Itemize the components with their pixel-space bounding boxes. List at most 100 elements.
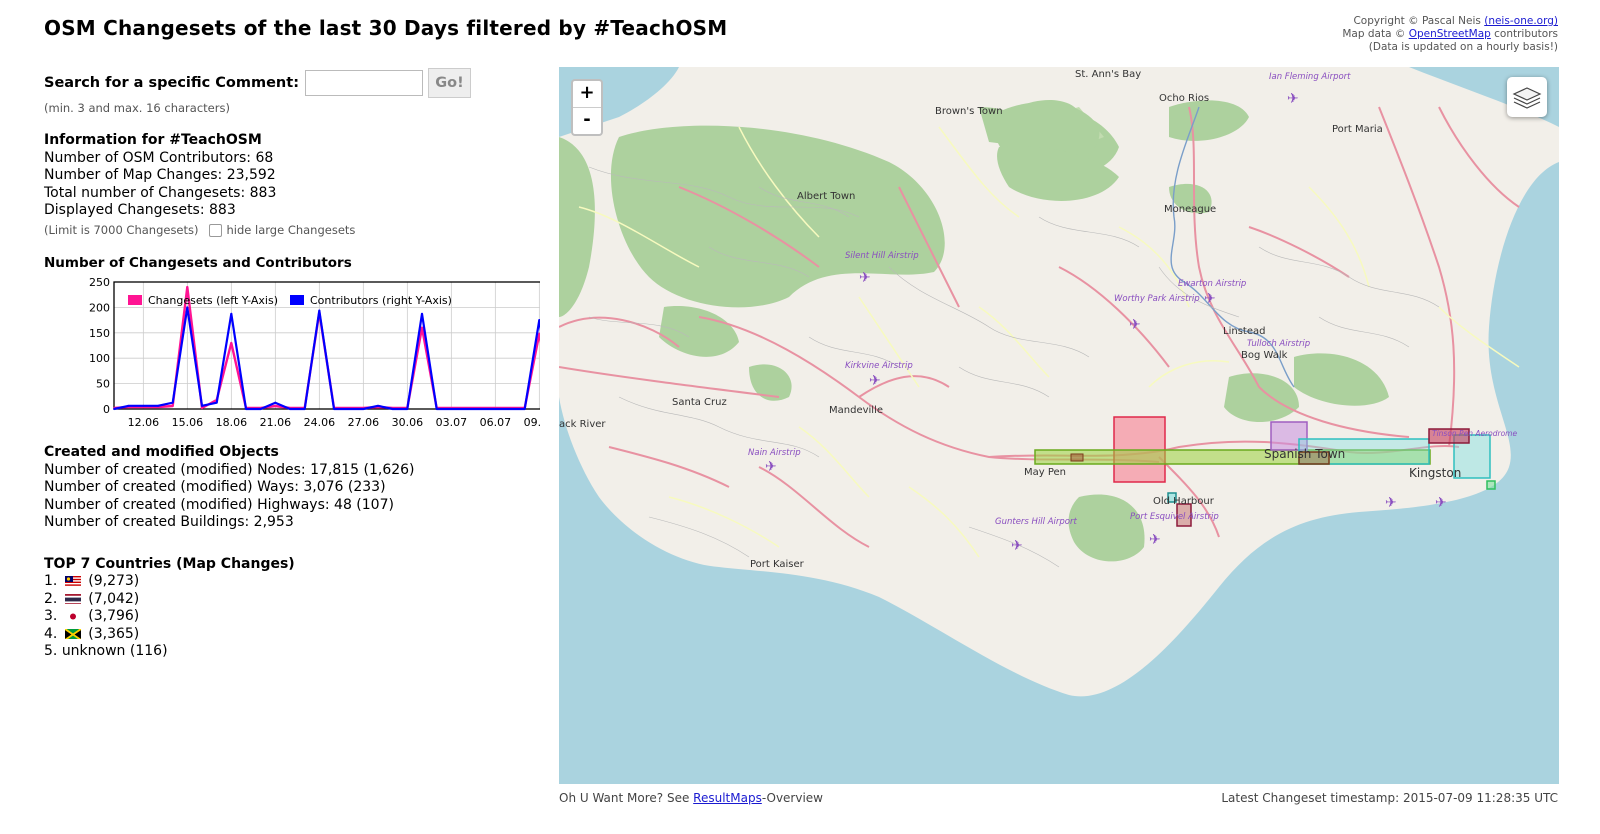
chart-legend-label: Changesets (left Y-Axis) — [148, 294, 278, 307]
chart-x-tick-label: 24.06 — [304, 416, 336, 429]
chart-x-tick-label: 21.06 — [260, 416, 292, 429]
chart-point — [186, 286, 189, 288]
chart-point — [318, 309, 321, 312]
objects-section: Created and modified Objects Number of c… — [44, 444, 415, 532]
chart-y-tick-label: 200 — [89, 301, 110, 314]
page-title: OSM Changesets of the last 30 Days filte… — [44, 16, 728, 40]
zoom-in-button[interactable]: + — [579, 82, 595, 103]
chart-point — [421, 326, 423, 329]
chart-x-tick-label: 12.06 — [128, 416, 160, 429]
chart-point — [274, 405, 277, 407]
hide-large-checkbox[interactable] — [208, 223, 222, 237]
openstreetmap-link[interactable]: OpenStreetMap — [1408, 28, 1491, 40]
latest-timestamp: Latest Changeset timestamp: 2015-07-09 1… — [1221, 791, 1558, 805]
map-label: Old Harbour — [1153, 496, 1215, 507]
zoom-control: + - — [571, 79, 603, 136]
chart-point — [347, 408, 350, 410]
chart-point — [289, 408, 291, 410]
map-label: Spanish Town — [1264, 447, 1345, 461]
chart-point — [142, 404, 145, 407]
countries-heading: TOP 7 Countries (Map Changes) — [44, 556, 295, 572]
airport-icon: ✈ — [1149, 532, 1161, 548]
neis-one-link[interactable]: (neis-one.org) — [1484, 15, 1558, 27]
credits: Copyright © Pascal Neis (neis-one.org) M… — [1342, 15, 1558, 54]
contributors-text: contributors — [1490, 28, 1558, 40]
airport-icon: ✈ — [1385, 495, 1397, 511]
map-label: Albert Town — [797, 191, 855, 202]
chart-y-tick-label: 100 — [89, 352, 110, 365]
airport-icon: ✈ — [859, 270, 871, 286]
chart-point — [377, 404, 379, 407]
map-label: Ocho Rios — [1159, 93, 1209, 104]
chart-x-tick-label: 30.06 — [392, 416, 424, 429]
copyright-text: Copyright © Pascal Neis — [1353, 15, 1485, 27]
chart-y-tick-label: 150 — [89, 327, 110, 340]
resultmaps-link[interactable]: ResultMaps — [693, 791, 762, 805]
chart-point — [113, 408, 115, 410]
airport-icon: ✈ — [1287, 91, 1299, 107]
chart-point — [391, 408, 394, 410]
ways-stat: Number of created (modified) Ways: 3,076… — [44, 479, 386, 495]
chart-point — [230, 342, 233, 344]
country-item: 1. (9,273) — [44, 573, 295, 591]
changesets-chart: 050100150200250081624324012.0615.0618.06… — [89, 276, 540, 429]
country-label: unknown — [61, 643, 126, 659]
search-comment-input[interactable] — [305, 70, 423, 96]
left-panel: Search for a specific Comment: Go! (min.… — [44, 68, 540, 659]
chart-point — [494, 408, 497, 410]
map-label: Tulloch Airstrip — [1247, 339, 1310, 349]
highways-stat: Number of created (modified) Highways: 4… — [44, 496, 394, 513]
map-label: Port Esquivel Airstrip — [1130, 512, 1219, 522]
chart-point — [465, 408, 467, 410]
layers-icon — [1512, 87, 1542, 109]
chart-point — [406, 408, 409, 410]
chart-point — [259, 408, 262, 410]
layers-button[interactable] — [1507, 77, 1547, 117]
chart-point — [421, 312, 423, 315]
map-label: Tinson Pen Aerodrome — [1432, 429, 1517, 438]
search-label: Search for a specific Comment: — [44, 75, 299, 91]
country-count: (3,796) — [88, 608, 140, 624]
chart-point — [333, 408, 335, 410]
displayed-changesets-stat: Displayed Changesets: 883 — [44, 202, 236, 218]
chart-legend-swatch — [128, 295, 142, 305]
map-label: Moneague — [1164, 204, 1216, 215]
chart-point — [171, 401, 174, 404]
map-label: Kingston — [1409, 466, 1461, 480]
country-rank: 2. — [44, 590, 58, 607]
chart-point — [523, 408, 526, 410]
map-label: Port Kaiser — [750, 559, 805, 570]
japan-flag-icon — [64, 610, 81, 621]
chart-point — [450, 408, 453, 410]
country-count: (3,365) — [88, 625, 140, 642]
limit-row: (Limit is 7000 Changesets) hide large Ch… — [44, 222, 524, 240]
country-rank: 1. — [44, 573, 58, 589]
country-item: 5. unknown (116) — [44, 643, 295, 661]
chart-point — [538, 319, 540, 321]
chart-x-tick-label: 03.07 — [436, 416, 468, 429]
country-count: (116) — [129, 643, 168, 659]
info-section: Information for #TeachOSM Number of OSM … — [44, 132, 524, 239]
chart-point — [245, 408, 247, 410]
chart-point — [215, 401, 218, 404]
country-rank: 3. — [44, 608, 58, 624]
country-count: (9,273) — [88, 573, 140, 589]
map-label: Gunters Hill Airport — [995, 517, 1077, 527]
changeset-map[interactable]: St. Ann's Bay Ocho Rios Ian Fleming Airp… — [559, 67, 1559, 784]
chart-point — [230, 312, 233, 315]
footer-suffix: -Overview — [761, 791, 823, 805]
country-item: 3. (3,796) — [44, 608, 295, 626]
thailand-flag-icon — [64, 593, 81, 604]
map-label: Bog Walk — [1241, 350, 1288, 361]
footer-left: Oh U Want More? See ResultMaps-Overview — [559, 791, 823, 805]
chart-point — [362, 408, 365, 410]
hide-large-label: hide large Changesets — [226, 222, 356, 237]
chart-legend-swatch — [290, 295, 304, 305]
map-label: Nain Airstrip — [748, 448, 801, 458]
country-rank: 5. — [44, 643, 58, 659]
chart-point — [127, 404, 130, 407]
chart-point — [509, 408, 511, 410]
chart-point — [303, 408, 306, 410]
zoom-out-button[interactable]: - — [573, 107, 601, 134]
go-button[interactable]: Go! — [428, 68, 471, 98]
